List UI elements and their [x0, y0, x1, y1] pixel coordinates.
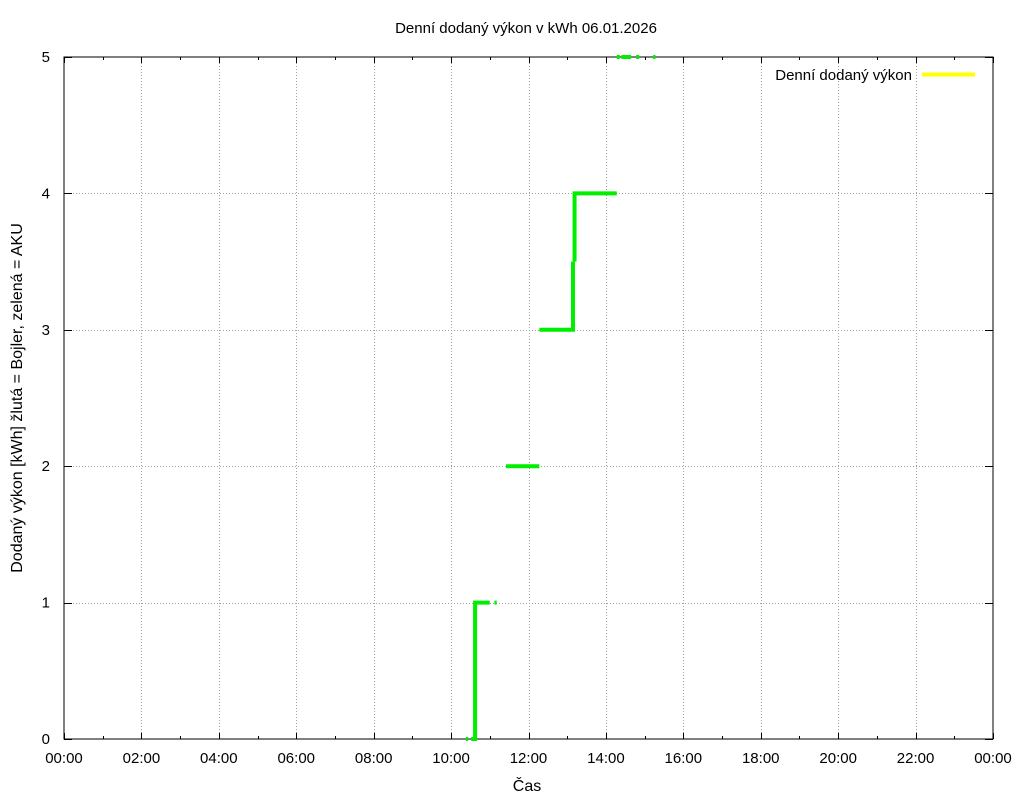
x-tick-label: 12:00: [510, 750, 548, 767]
x-tick-label: 18:00: [742, 750, 780, 767]
x-tick-label: 16:00: [665, 750, 703, 767]
y-axis-label: Dodaný výkon [kWh] žlutá = Bojler, zelen…: [9, 223, 26, 573]
x-tick-label: 08:00: [355, 750, 393, 767]
legend-label: Denní dodaný výkon: [775, 67, 912, 84]
y-tick-label: 0: [42, 731, 50, 748]
series-1-segment: [539, 261, 576, 332]
legend: Denní dodaný výkon: [775, 67, 975, 84]
x-tick-label: 06:00: [277, 750, 315, 767]
x-tick-label: 02:00: [123, 750, 161, 767]
x-tick-label: 04:00: [200, 750, 238, 767]
grid: [64, 57, 993, 739]
x-tick-label: 22:00: [897, 750, 935, 767]
series-1-segment: [572, 191, 617, 262]
series-1-segment: [471, 600, 490, 741]
x-axis-label: Čas: [513, 776, 541, 795]
chart-title: Denní dodaný výkon v kWh 06.01.2026: [395, 20, 657, 37]
x-tick-label: 14:00: [587, 750, 625, 767]
x-tick-label: 00:00: [45, 750, 83, 767]
plot-frame: [63, 56, 994, 740]
y-tick-label: 1: [42, 595, 50, 612]
series-layer: [465, 55, 656, 741]
y-tick-label: 3: [42, 322, 50, 339]
x-tick-label: 10:00: [432, 750, 470, 767]
y-tick-label: 2: [42, 458, 50, 475]
x-tick-label: 20:00: [819, 750, 857, 767]
ticks: 00:00 02:00 04:00 06:00 08:00 10:00 12:00 14:00…: [42, 49, 1012, 767]
y-tick-label: 4: [42, 185, 50, 202]
x-tick-label: 00:00: [974, 750, 1012, 767]
y-tick-label: 5: [42, 49, 50, 66]
